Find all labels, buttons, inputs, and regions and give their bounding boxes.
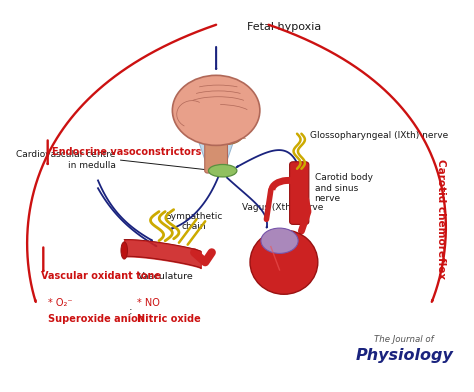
Ellipse shape [261, 228, 298, 253]
Ellipse shape [250, 230, 318, 294]
FancyBboxPatch shape [290, 162, 309, 224]
Text: Nitric oxide: Nitric oxide [137, 314, 201, 324]
Text: Vagus (Xth) nerve: Vagus (Xth) nerve [242, 203, 324, 212]
Ellipse shape [173, 75, 260, 145]
Text: * O₂⁻: * O₂⁻ [48, 298, 72, 308]
Ellipse shape [209, 165, 237, 177]
Text: Sympathetic
chain: Sympathetic chain [165, 212, 223, 231]
Text: Endocrine vasoconstrictors: Endocrine vasoconstrictors [52, 147, 201, 157]
Text: Physiology: Physiology [356, 348, 453, 363]
Text: Carotid chemoreflex: Carotid chemoreflex [437, 159, 447, 279]
Ellipse shape [121, 242, 128, 259]
Text: Vasculature: Vasculature [138, 272, 194, 281]
Text: The Journal of: The Journal of [374, 335, 434, 344]
Text: * NO: * NO [137, 298, 160, 308]
Text: Fetal hypoxia: Fetal hypoxia [247, 22, 321, 32]
Text: Cardiovascular centre
in medulla: Cardiovascular centre in medulla [16, 150, 116, 169]
Text: Vascular oxidant tone: Vascular oxidant tone [41, 271, 161, 281]
Text: Glossopharyngeal (IXth) nerve: Glossopharyngeal (IXth) nerve [310, 131, 448, 140]
Text: :: : [129, 306, 133, 316]
FancyBboxPatch shape [205, 133, 228, 173]
Ellipse shape [210, 123, 244, 144]
Text: Carotid body
and sinus
nerve: Carotid body and sinus nerve [315, 173, 373, 203]
Text: Superoxide anion: Superoxide anion [48, 314, 145, 324]
Polygon shape [199, 142, 234, 167]
